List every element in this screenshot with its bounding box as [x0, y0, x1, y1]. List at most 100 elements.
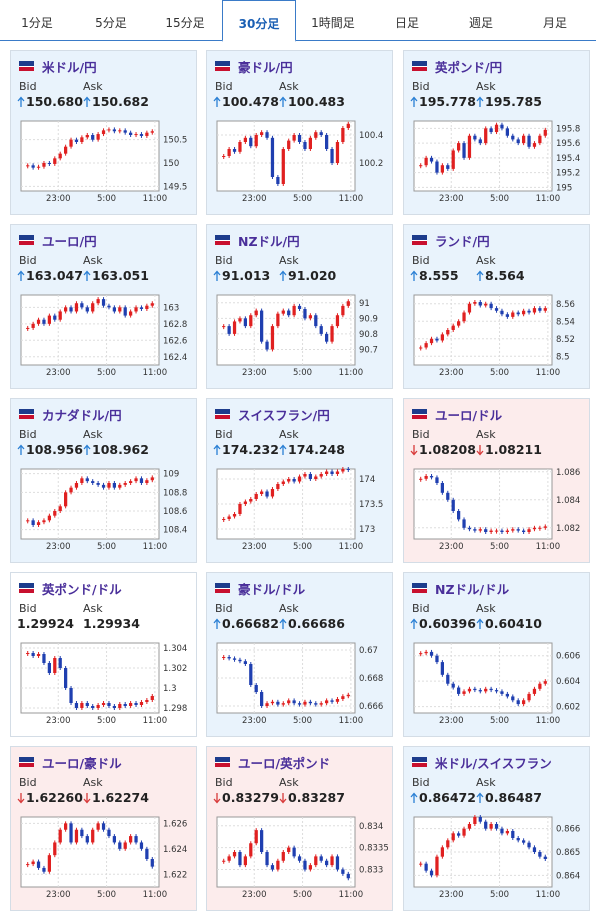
candle [265, 491, 269, 497]
candle [58, 658, 62, 668]
quote-panel[interactable]: ユーロ/英ポンド Bid Ask 0.83279 0.83287 0.833 0.8335 0… [206, 746, 393, 911]
x-tick-label: 23:00 [242, 194, 267, 204]
quote-panel[interactable]: ユーロ/豪ドル Bid Ask 1.62260 1.62274 1.622 1.624 1.6… [10, 746, 197, 911]
candle [319, 856, 323, 861]
candle [543, 526, 547, 528]
ask-label: Ask [476, 602, 496, 615]
candle [112, 129, 116, 132]
x-tick-label: 23:00 [46, 542, 71, 552]
tab[interactable]: 30分足 [222, 0, 296, 42]
pair-title[interactable]: 米ドル/スイスフラン [435, 756, 552, 771]
candle [129, 836, 133, 843]
candle [346, 694, 350, 697]
candle [319, 703, 323, 705]
direction-arrow [17, 96, 25, 107]
candle [505, 831, 509, 834]
ask-label: Ask [279, 602, 299, 615]
candle [31, 323, 35, 328]
candle [64, 307, 68, 312]
candle [494, 824, 499, 829]
ask-price: 163.051 [83, 268, 149, 283]
quote-panel[interactable]: 豪ドル/ドル Bid Ask 0.66682 0.66686 0.666 0.668 0.67… [206, 572, 393, 737]
pair-title[interactable]: ランド/円 [435, 234, 490, 249]
pair-title[interactable]: スイスフラン/円 [238, 408, 330, 423]
candle [341, 469, 345, 472]
pair-title[interactable]: 米ドル/円 [42, 60, 97, 75]
pair-title[interactable]: 英ポンド/円 [435, 60, 503, 75]
candle [473, 302, 477, 304]
pair-title[interactable]: ユーロ/ドル [435, 408, 503, 423]
candle [232, 321, 237, 334]
candle [232, 149, 237, 152]
x-tick-label: 11:00 [536, 194, 561, 204]
candle [516, 312, 520, 315]
candle [330, 326, 334, 342]
candle [538, 852, 542, 857]
candle [227, 516, 231, 519]
pair-title[interactable]: ユーロ/豪ドル [42, 756, 122, 771]
candle [265, 852, 269, 866]
candle [538, 135, 542, 144]
quote-panel[interactable]: NZドル/ドル Bid Ask 0.60396 0.60410 0.602 0.604 0.6… [403, 572, 590, 737]
tab[interactable]: 週足 [468, 16, 493, 30]
candle [478, 817, 482, 822]
candle [500, 310, 504, 315]
quote-panel[interactable]: カナダドル/円 Bid Ask 108.956 108.962 108.4 108.6 108… [10, 398, 197, 563]
pair-title[interactable]: ユーロ/円 [42, 234, 97, 249]
candle [123, 307, 127, 316]
x-tick-label: 11:00 [339, 716, 364, 726]
tab[interactable]: 1分足 [21, 16, 53, 30]
candle [489, 530, 493, 532]
candle [85, 703, 89, 706]
candle [276, 701, 280, 705]
y-tick-label: 1.302 [163, 664, 187, 674]
candle [150, 696, 154, 700]
pair-title[interactable]: カナダドル/円 [42, 408, 122, 423]
ask-price: 0.83287 [279, 790, 345, 805]
candle [254, 310, 258, 316]
candle [243, 137, 247, 142]
pair-title[interactable]: NZドル/円 [238, 234, 300, 249]
candle [325, 471, 329, 474]
candle [96, 299, 100, 304]
candle [243, 318, 247, 327]
pair-title[interactable]: NZドル/ドル [435, 582, 510, 597]
tab[interactable]: 15分足 [165, 16, 205, 30]
quote-panel[interactable]: 豪ドル/円 Bid Ask 100.478 100.483 100.2 100.4 23:00… [206, 50, 393, 215]
y-tick-label: 108.4 [163, 526, 187, 536]
quote-panel[interactable]: 米ドル/スイスフラン Bid Ask 0.86472 0.86487 0.864 0.865… [403, 746, 590, 911]
quote-panel[interactable]: 英ポンド/ドル Bid Ask 1.29924 1.29934 1.298 1.3 1.302… [10, 572, 197, 737]
tab[interactable]: 5分足 [95, 16, 127, 30]
candle [101, 130, 106, 135]
y-tick-label: 1.086 [556, 468, 580, 478]
arrow-shape [83, 792, 91, 803]
quote-panel[interactable]: 米ドル/円 Bid Ask 150.680 150.682 149.5 150 150.5 23… [10, 50, 197, 215]
candle [238, 659, 242, 662]
tab[interactable]: 日足 [394, 16, 419, 30]
pair-title[interactable]: ユーロ/英ポンド [238, 756, 331, 771]
candle [36, 654, 41, 656]
candle [96, 483, 100, 485]
quote-panel[interactable]: NZドル/円 Bid Ask 91.013 91.020 90.7 90.8 90.9 91 23… [206, 224, 393, 389]
candle [478, 302, 482, 306]
quote-panel[interactable]: スイスフラン/円 Bid Ask 174.232 174.248 173 173.5 174 2… [206, 398, 393, 563]
tab[interactable]: 月足 [542, 16, 567, 30]
candle [265, 341, 269, 350]
candle [543, 681, 547, 684]
pair-title[interactable]: 英ポンド/ドル [42, 582, 122, 597]
quote-panel[interactable]: 英ポンド/円 Bid Ask 195.778 195.785 195 195.2 195.4 1… [403, 50, 590, 215]
tab[interactable]: 1時間足 [311, 16, 355, 30]
candle [238, 318, 242, 322]
quote-panel[interactable]: ランド/円 Bid Ask 8.555 8.564 8.5 8.52 8.54 8.56 23:0… [403, 224, 590, 389]
direction-arrow [17, 444, 25, 455]
ask-label: Ask [83, 428, 103, 441]
candle [101, 484, 106, 488]
chart-area [20, 468, 160, 540]
candle [511, 696, 515, 701]
candle [435, 161, 439, 173]
pair-title[interactable]: 豪ドル/円 [238, 60, 293, 75]
candle [118, 307, 122, 312]
pair-title[interactable]: 豪ドル/ドル [238, 582, 306, 597]
quote-panel[interactable]: ユーロ/円 Bid Ask 163.047 163.051 162.4 162.6 162.8… [10, 224, 197, 389]
quote-panel[interactable]: ユーロ/ドル Bid Ask 1.08208 1.08211 1.082 1.084 1.08… [403, 398, 590, 563]
